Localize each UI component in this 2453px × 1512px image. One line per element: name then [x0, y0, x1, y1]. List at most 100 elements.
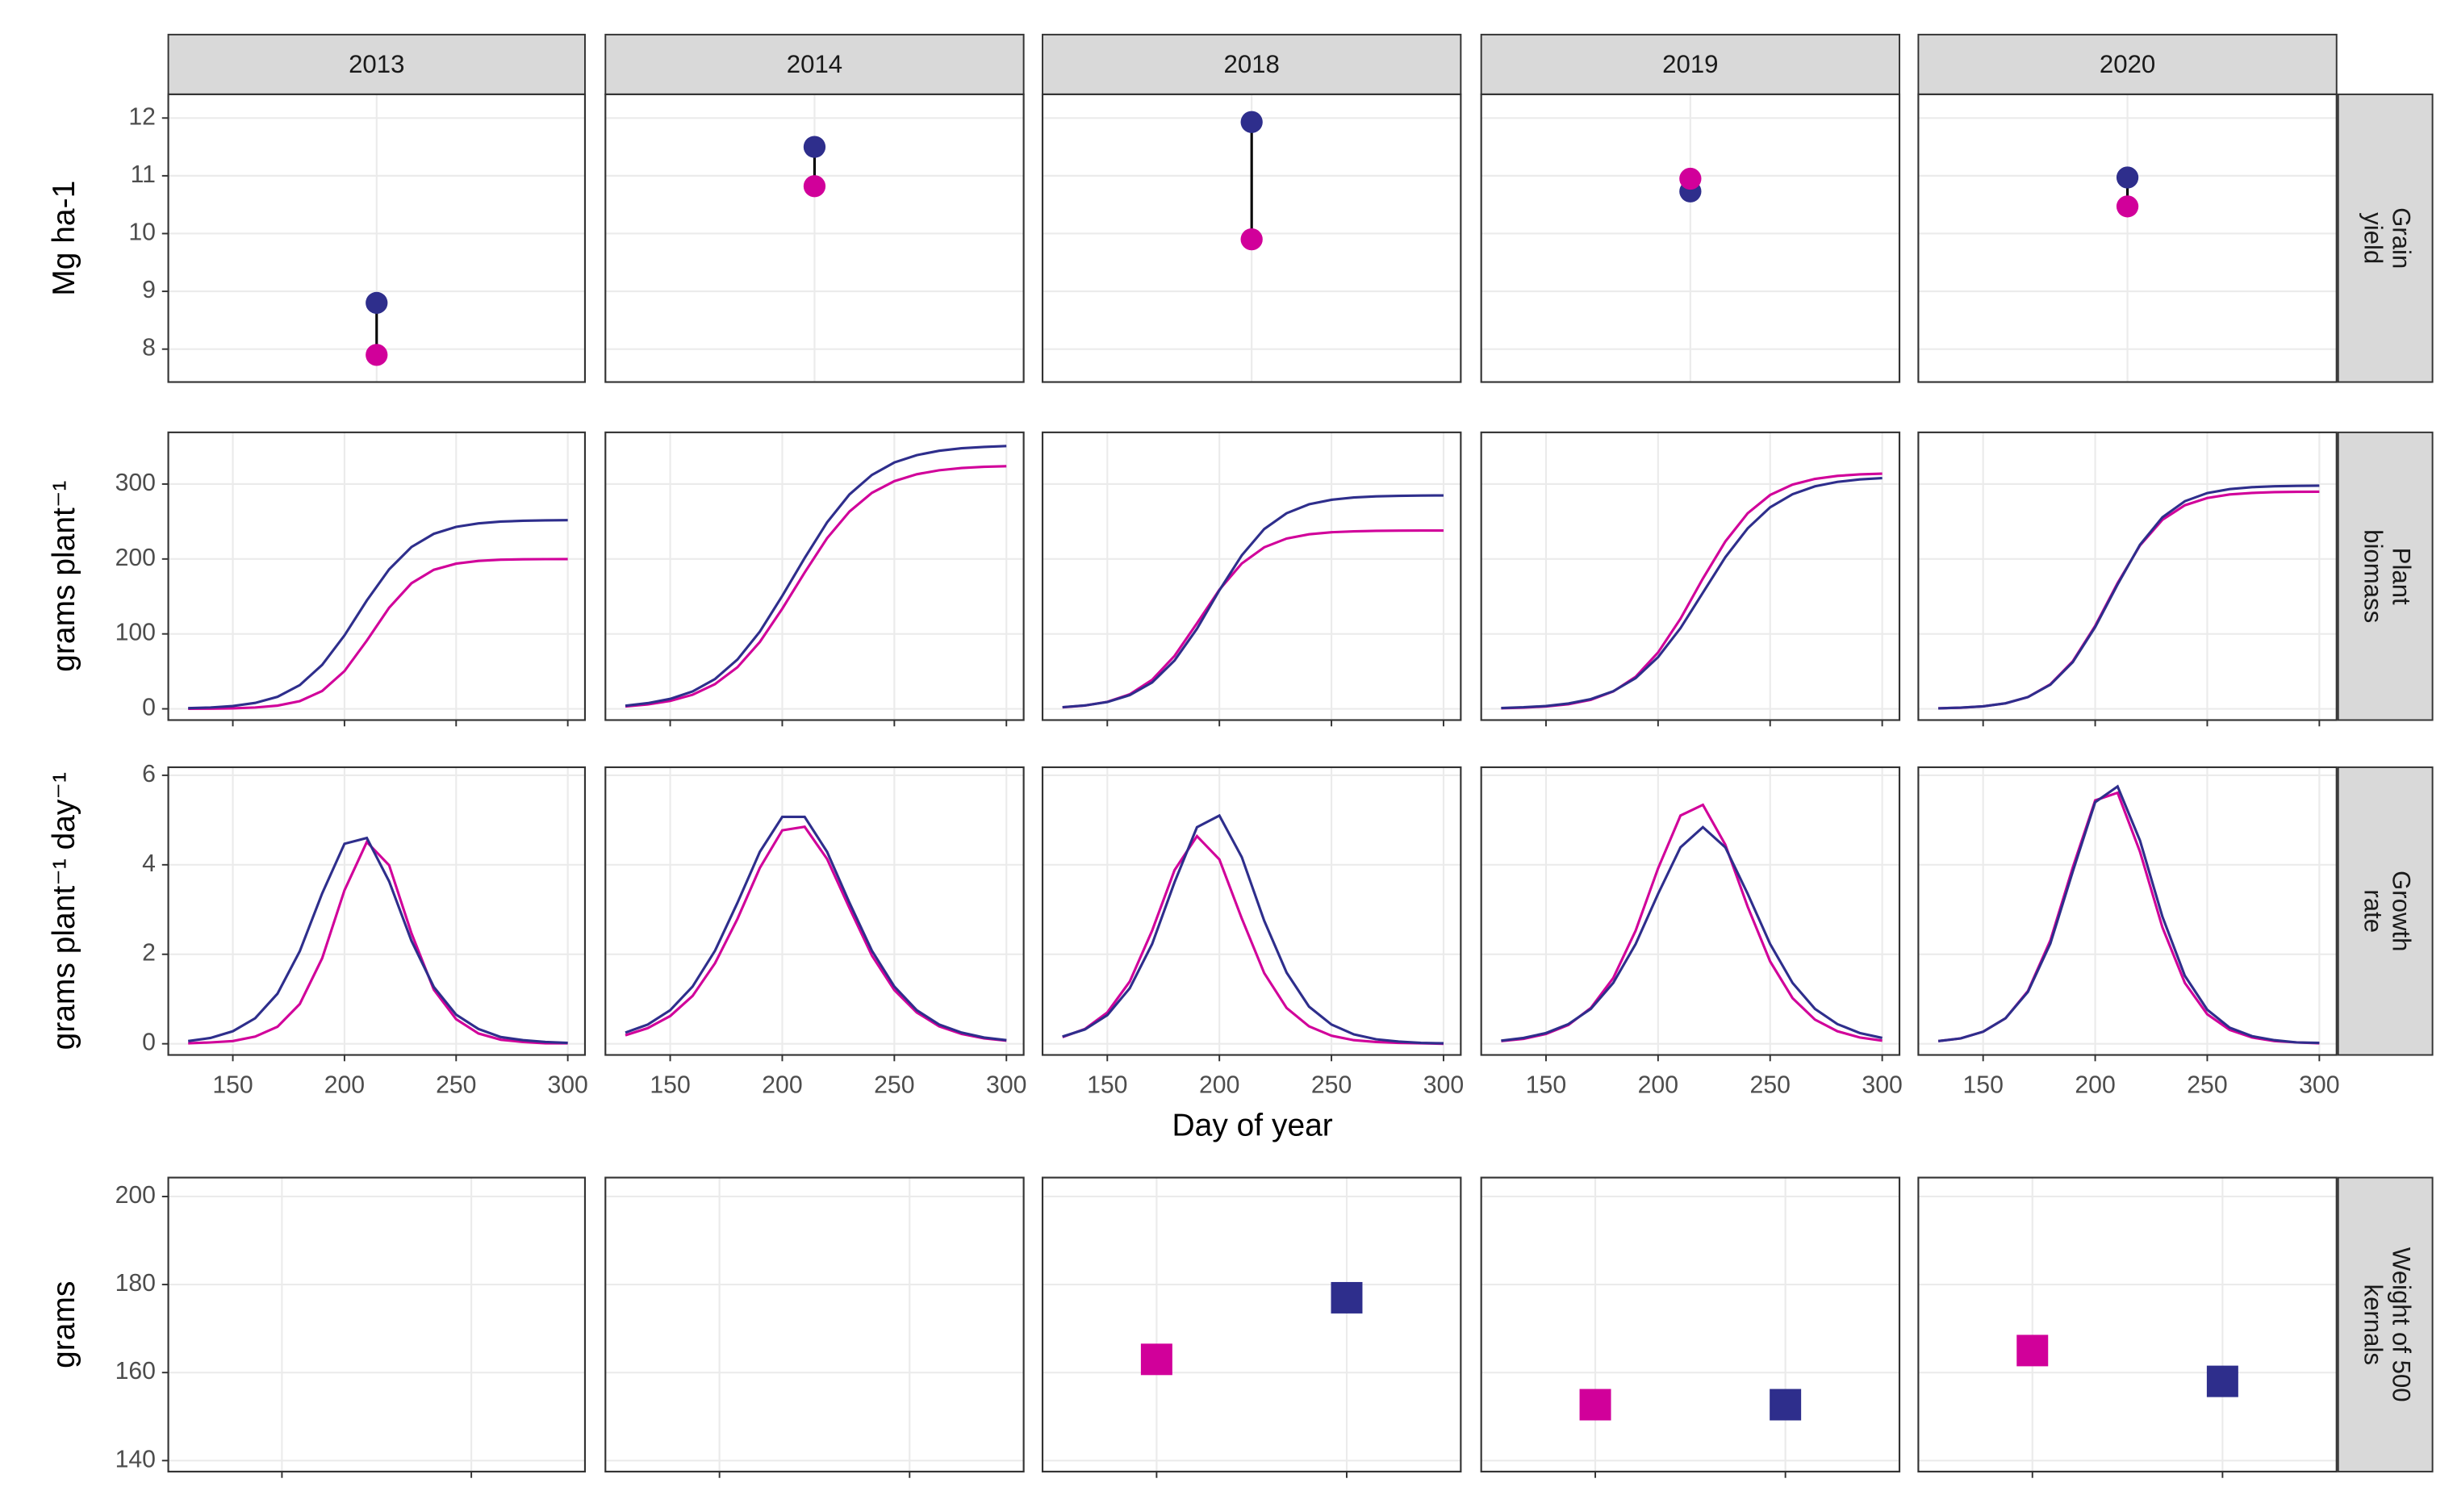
series-line: [1937, 784, 2320, 1045]
point: [1240, 228, 1263, 251]
row-strip: [2337, 431, 2434, 721]
point: [2016, 1334, 2049, 1367]
x-tick-label: 200: [2075, 1071, 2115, 1098]
panel-border: [1041, 431, 1462, 721]
y-axis-title: grams: [47, 1281, 81, 1368]
series-line: [625, 465, 1007, 708]
y-tick-label: 0: [142, 695, 156, 721]
facet-strip: [167, 33, 586, 95]
y-tick-label: 200: [115, 1182, 156, 1209]
y-tick-label: 8: [142, 335, 156, 361]
x-tick-label: 250: [1311, 1071, 1352, 1098]
series-line: [625, 445, 1007, 708]
series-line: [1062, 833, 1444, 1046]
panel: [1043, 432, 1461, 720]
panel: [605, 432, 1024, 720]
panel: [168, 1177, 585, 1472]
facet-strip: [1042, 33, 1462, 95]
panel: [1918, 1177, 2337, 1472]
panel: [1918, 432, 2337, 720]
row-label: yield: [2359, 212, 2387, 264]
y-axis-title: grams plant⁻¹ day⁻¹: [47, 772, 81, 1050]
y-tick-label: 4: [142, 850, 156, 877]
panel-border: [1480, 431, 1901, 721]
y-tick-label: 6: [142, 761, 156, 787]
facet-strip: [604, 33, 1025, 95]
panel-border: [604, 93, 1025, 383]
x-tick-label: 200: [1638, 1071, 1678, 1098]
facet-label: 2019: [1662, 50, 1718, 78]
series-line: [1062, 494, 1444, 709]
panel: [605, 1177, 1024, 1472]
series-line: [625, 815, 1007, 1042]
series-line: [625, 825, 1007, 1042]
y-tick-label: 11: [131, 161, 156, 188]
panel-border: [604, 766, 1025, 1056]
x-tick-label: 150: [1087, 1071, 1127, 1098]
row-strip: [2337, 1176, 2434, 1472]
row-label: biomass: [2359, 529, 2387, 623]
series-line: [1938, 484, 2320, 710]
series-line: [188, 519, 568, 710]
y-axis-title: Mg ha-1: [47, 181, 81, 296]
x-tick-label: 200: [1199, 1071, 1239, 1098]
point: [1770, 1389, 1802, 1421]
panel-border: [1480, 1176, 1901, 1472]
x-tick-label: 300: [2299, 1071, 2339, 1098]
y-tick-label: 10: [128, 219, 156, 245]
y-tick-label: 160: [115, 1358, 156, 1385]
panel: [1043, 766, 1461, 1055]
panel-border: [167, 431, 587, 721]
panel: [1481, 1177, 1900, 1472]
panel-border: [1480, 766, 1901, 1056]
row-label: kernals: [2359, 1284, 2387, 1365]
x-tick-label: 150: [650, 1071, 690, 1098]
x-tick-label: 300: [1862, 1071, 1902, 1098]
series-line: [1062, 813, 1444, 1045]
row-strip: [2337, 93, 2434, 383]
facet-label: 2014: [787, 50, 842, 78]
series-line: [188, 839, 568, 1045]
panel-border: [1041, 766, 1462, 1056]
point: [1579, 1389, 1611, 1421]
panel: [1481, 766, 1900, 1055]
point: [1331, 1281, 1363, 1314]
point: [1679, 167, 1702, 190]
point: [2116, 195, 2139, 218]
point: [1140, 1343, 1172, 1376]
panel: [168, 432, 585, 720]
row-strip: [2337, 766, 2434, 1056]
panel: [605, 766, 1024, 1055]
y-tick-label: 180: [115, 1270, 156, 1297]
series-line: [188, 558, 568, 711]
panel-border: [604, 1176, 1025, 1472]
series-line: [1501, 477, 1883, 710]
x-tick-label: 150: [212, 1071, 253, 1098]
x-tick-label: 200: [324, 1071, 365, 1098]
x-tick-label: 300: [986, 1071, 1026, 1098]
y-tick-label: 12: [128, 103, 156, 130]
point: [366, 344, 388, 366]
facet-label: 2013: [349, 50, 404, 78]
panel-border: [1041, 93, 1462, 383]
panel-border: [1917, 1176, 2338, 1472]
panel-border: [1917, 93, 2338, 383]
y-tick-label: 9: [142, 277, 156, 303]
x-tick-label: 200: [762, 1071, 802, 1098]
row-label: Growth: [2387, 871, 2415, 951]
row-label: Plant: [2387, 548, 2415, 605]
x-tick-label: 150: [1962, 1071, 2003, 1098]
x-axis-title: Day of year: [1172, 1108, 1333, 1142]
row-label: Weight of 500: [2387, 1247, 2415, 1402]
point: [2116, 166, 2139, 189]
point: [366, 291, 388, 315]
x-tick-label: 150: [1526, 1071, 1566, 1098]
y-tick-label: 140: [115, 1446, 156, 1472]
panel-border: [1480, 93, 1901, 383]
point: [803, 136, 826, 158]
y-tick-label: 2: [142, 940, 156, 967]
row-label: rate: [2359, 889, 2387, 933]
panel-border: [1917, 766, 2338, 1056]
